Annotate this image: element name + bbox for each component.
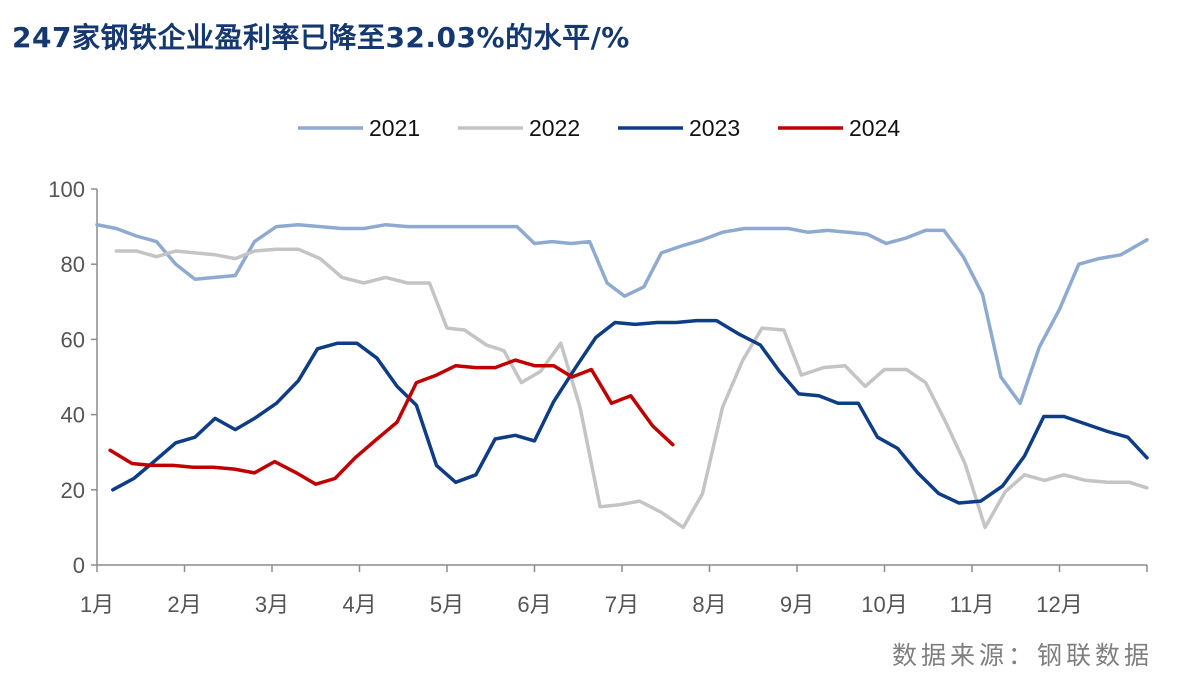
x-tick-label: 2月 xyxy=(167,592,201,617)
x-tick-label: 11月 xyxy=(950,592,995,617)
chart-title: 247家钢铁企业盈利率已降至32.03%的水平/% xyxy=(12,21,630,54)
x-tick-label: 1月 xyxy=(80,592,114,617)
series-line-2021 xyxy=(95,222,1149,406)
series-line-2022 xyxy=(114,247,1149,530)
y-tick-label: 0 xyxy=(73,553,85,578)
x-tick-label: 6月 xyxy=(517,592,551,617)
legend-label-2021: 2021 xyxy=(369,115,420,141)
chart-axes: 0 20 40 60 80 100 1月 2月 3月 4月 5月 6月 7月 8月 9月 10月 11月 12月 xyxy=(48,177,1148,617)
x-tick-label: 7月 xyxy=(605,592,639,617)
series-line-2023 xyxy=(111,318,1149,505)
y-tick-label: 80 xyxy=(61,252,85,277)
y-tick-label: 40 xyxy=(61,403,85,428)
chart-legend: 2021 2022 2023 2024 xyxy=(298,115,900,141)
x-tick-label: 3月 xyxy=(255,592,289,617)
y-tick-label: 20 xyxy=(61,478,85,503)
chart-series xyxy=(95,222,1149,530)
x-tick-label: 12月 xyxy=(1036,592,1082,617)
x-tick-label: 5月 xyxy=(430,592,464,617)
x-tick-label: 4月 xyxy=(342,592,376,617)
x-tick-label: 9月 xyxy=(780,592,814,617)
series-line-2024 xyxy=(108,358,675,486)
legend-label-2022: 2022 xyxy=(529,115,580,141)
y-tick-label: 100 xyxy=(48,177,85,202)
x-tick-label: 10月 xyxy=(861,592,907,617)
y-tick-label: 60 xyxy=(61,327,85,352)
source-note: 数据来源：钢联数据 xyxy=(891,641,1153,670)
legend-label-2023: 2023 xyxy=(689,115,740,141)
x-tick-label: 8月 xyxy=(692,592,726,617)
legend-label-2024: 2024 xyxy=(849,115,900,141)
